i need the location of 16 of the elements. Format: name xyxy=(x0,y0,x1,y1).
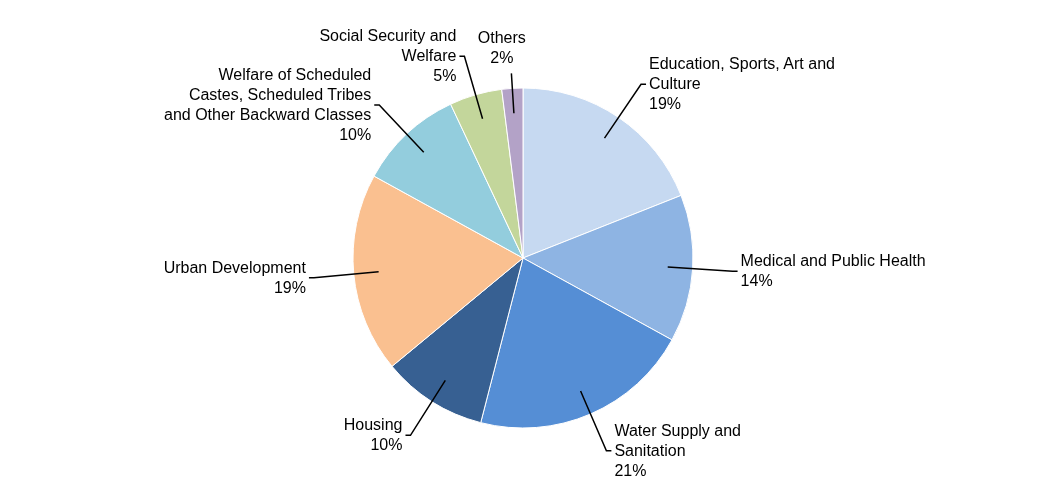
slice-label: Urban Development xyxy=(163,258,307,276)
data-label: 21% xyxy=(614,461,647,479)
slice-label: Water Supply and Sanitation xyxy=(614,421,741,459)
data-label: 5% xyxy=(433,67,457,85)
slice-label: Welfare of Scheduled Castes, Scheduled Tribes and Other Backward Classes xyxy=(164,65,372,123)
data-label: 19% xyxy=(273,278,306,296)
data-label: 10% xyxy=(370,436,403,454)
data-label: 10% xyxy=(339,125,372,143)
data-label: 19% xyxy=(649,95,682,113)
slice-label: Social Security and Welfare xyxy=(319,27,457,65)
slice-label: Medical and Public Health xyxy=(740,252,926,270)
data-label: 2% xyxy=(490,49,514,67)
slice-label: Education, Sports, Art and Culture xyxy=(649,55,835,93)
slice-label: Others xyxy=(477,29,526,47)
slice-label: Housing xyxy=(343,416,403,434)
data-label: 14% xyxy=(740,272,773,290)
